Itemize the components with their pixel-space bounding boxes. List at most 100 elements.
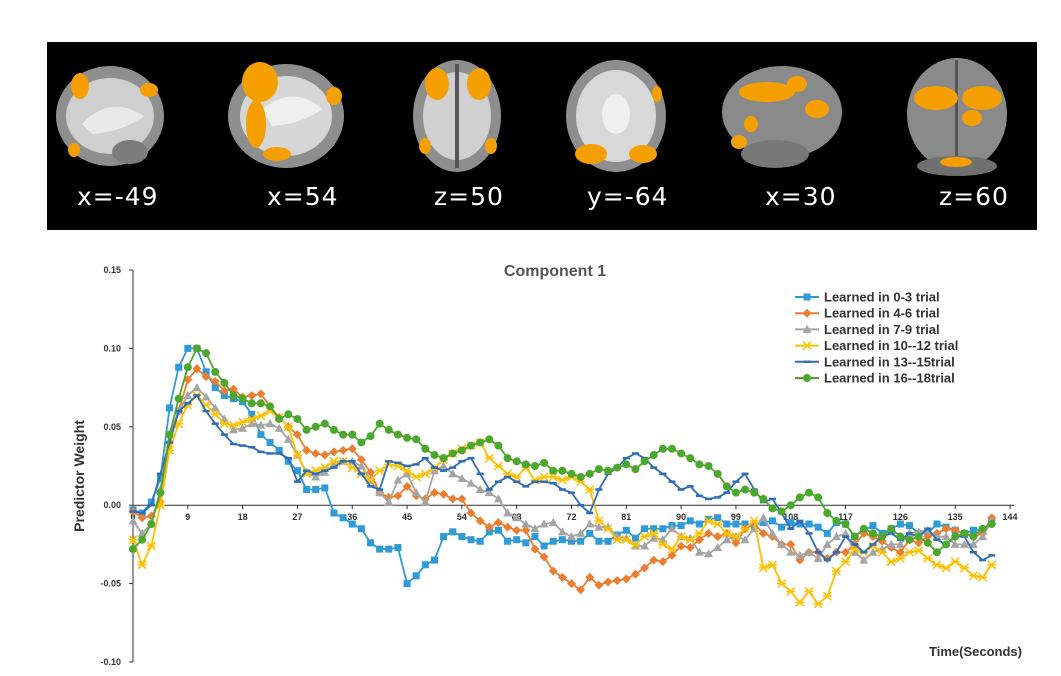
data-point — [576, 585, 586, 595]
data-point — [950, 525, 960, 535]
data-point — [512, 457, 521, 466]
data-point — [429, 466, 439, 475]
data-point — [494, 526, 502, 534]
x-tick-label: 144 — [1002, 512, 1017, 522]
data-point — [914, 532, 923, 541]
x-tick-label: 27 — [292, 512, 302, 522]
series-5 — [129, 394, 996, 562]
y-axis-label: Predictor Weight — [71, 420, 87, 532]
data-point — [466, 478, 476, 487]
data-point — [347, 444, 357, 454]
y-tick-label: 0.15 — [103, 265, 121, 275]
data-point — [457, 446, 466, 455]
data-point — [923, 553, 933, 564]
data-point — [813, 554, 823, 563]
data-point — [513, 536, 521, 544]
data-point — [348, 520, 356, 528]
data-point — [494, 441, 503, 450]
data-point — [366, 432, 375, 441]
data-point — [906, 522, 914, 530]
data-point — [603, 577, 613, 587]
data-point — [549, 466, 558, 475]
data-point — [677, 449, 686, 458]
legend-label: Learned in 7-9 trial — [824, 322, 940, 337]
data-point — [868, 529, 877, 538]
data-point — [612, 535, 622, 545]
data-point — [275, 414, 284, 423]
data-point — [795, 550, 805, 559]
data-point — [521, 460, 530, 469]
data-point — [247, 399, 256, 408]
data-point — [484, 488, 494, 497]
data-point — [166, 404, 174, 412]
data-point — [841, 547, 851, 557]
data-point — [740, 535, 750, 544]
data-point — [686, 517, 694, 525]
data-point — [968, 539, 978, 548]
data-point — [484, 453, 494, 463]
data-point — [557, 527, 567, 536]
data-point — [466, 508, 476, 518]
data-point — [987, 520, 996, 529]
data-point — [201, 392, 211, 401]
data-point — [476, 537, 484, 545]
y-tick-label: 0.05 — [103, 422, 121, 432]
data-point — [219, 386, 229, 396]
data-point — [576, 528, 586, 537]
brain-slice-sagittal-left — [56, 66, 164, 166]
data-point — [895, 553, 905, 564]
data-point — [356, 455, 366, 465]
data-point — [749, 516, 759, 526]
data-point — [604, 466, 613, 475]
data-point — [229, 391, 238, 400]
data-point — [457, 474, 467, 483]
data-point — [695, 460, 704, 469]
data-point — [283, 422, 293, 432]
data-point — [694, 547, 704, 556]
data-point — [375, 466, 385, 476]
data-point — [676, 532, 686, 542]
data-point — [558, 466, 567, 475]
data-point — [540, 458, 549, 467]
data-point — [311, 472, 321, 481]
data-point — [394, 544, 402, 552]
data-point — [704, 516, 714, 526]
data-point — [375, 419, 384, 428]
legend-item-4: Learned in 10--12 trial — [795, 338, 958, 353]
data-point — [731, 532, 741, 542]
data-point — [603, 524, 613, 534]
data-point — [933, 520, 941, 528]
data-point — [329, 447, 339, 457]
data-point — [659, 525, 667, 533]
data-point — [356, 461, 366, 470]
data-point — [357, 438, 366, 447]
data-point — [548, 472, 558, 482]
data-point — [265, 419, 275, 428]
data-point — [722, 528, 732, 538]
data-point — [567, 579, 576, 589]
data-point — [548, 566, 558, 576]
legend-item-5: Learned in 13--15trial — [795, 354, 955, 369]
data-point — [321, 484, 329, 492]
data-point — [266, 438, 274, 446]
data-point — [493, 461, 503, 471]
data-point — [411, 472, 421, 482]
x-tick-label: 54 — [457, 512, 467, 522]
data-point — [896, 520, 904, 528]
data-point — [786, 501, 795, 510]
x-tick-label: 36 — [347, 512, 357, 522]
data-point — [832, 516, 841, 525]
data-point — [184, 344, 192, 352]
data-point — [594, 522, 604, 531]
x-axis-label: Time(Seconds) — [929, 644, 1022, 659]
data-point — [257, 431, 265, 439]
data-point — [631, 534, 639, 542]
data-point — [557, 475, 567, 485]
data-point — [567, 532, 576, 541]
data-point — [210, 403, 220, 412]
data-point — [786, 586, 796, 596]
data-point — [201, 372, 211, 382]
data-point — [165, 430, 174, 439]
data-point — [284, 457, 292, 465]
data-point — [357, 525, 365, 533]
